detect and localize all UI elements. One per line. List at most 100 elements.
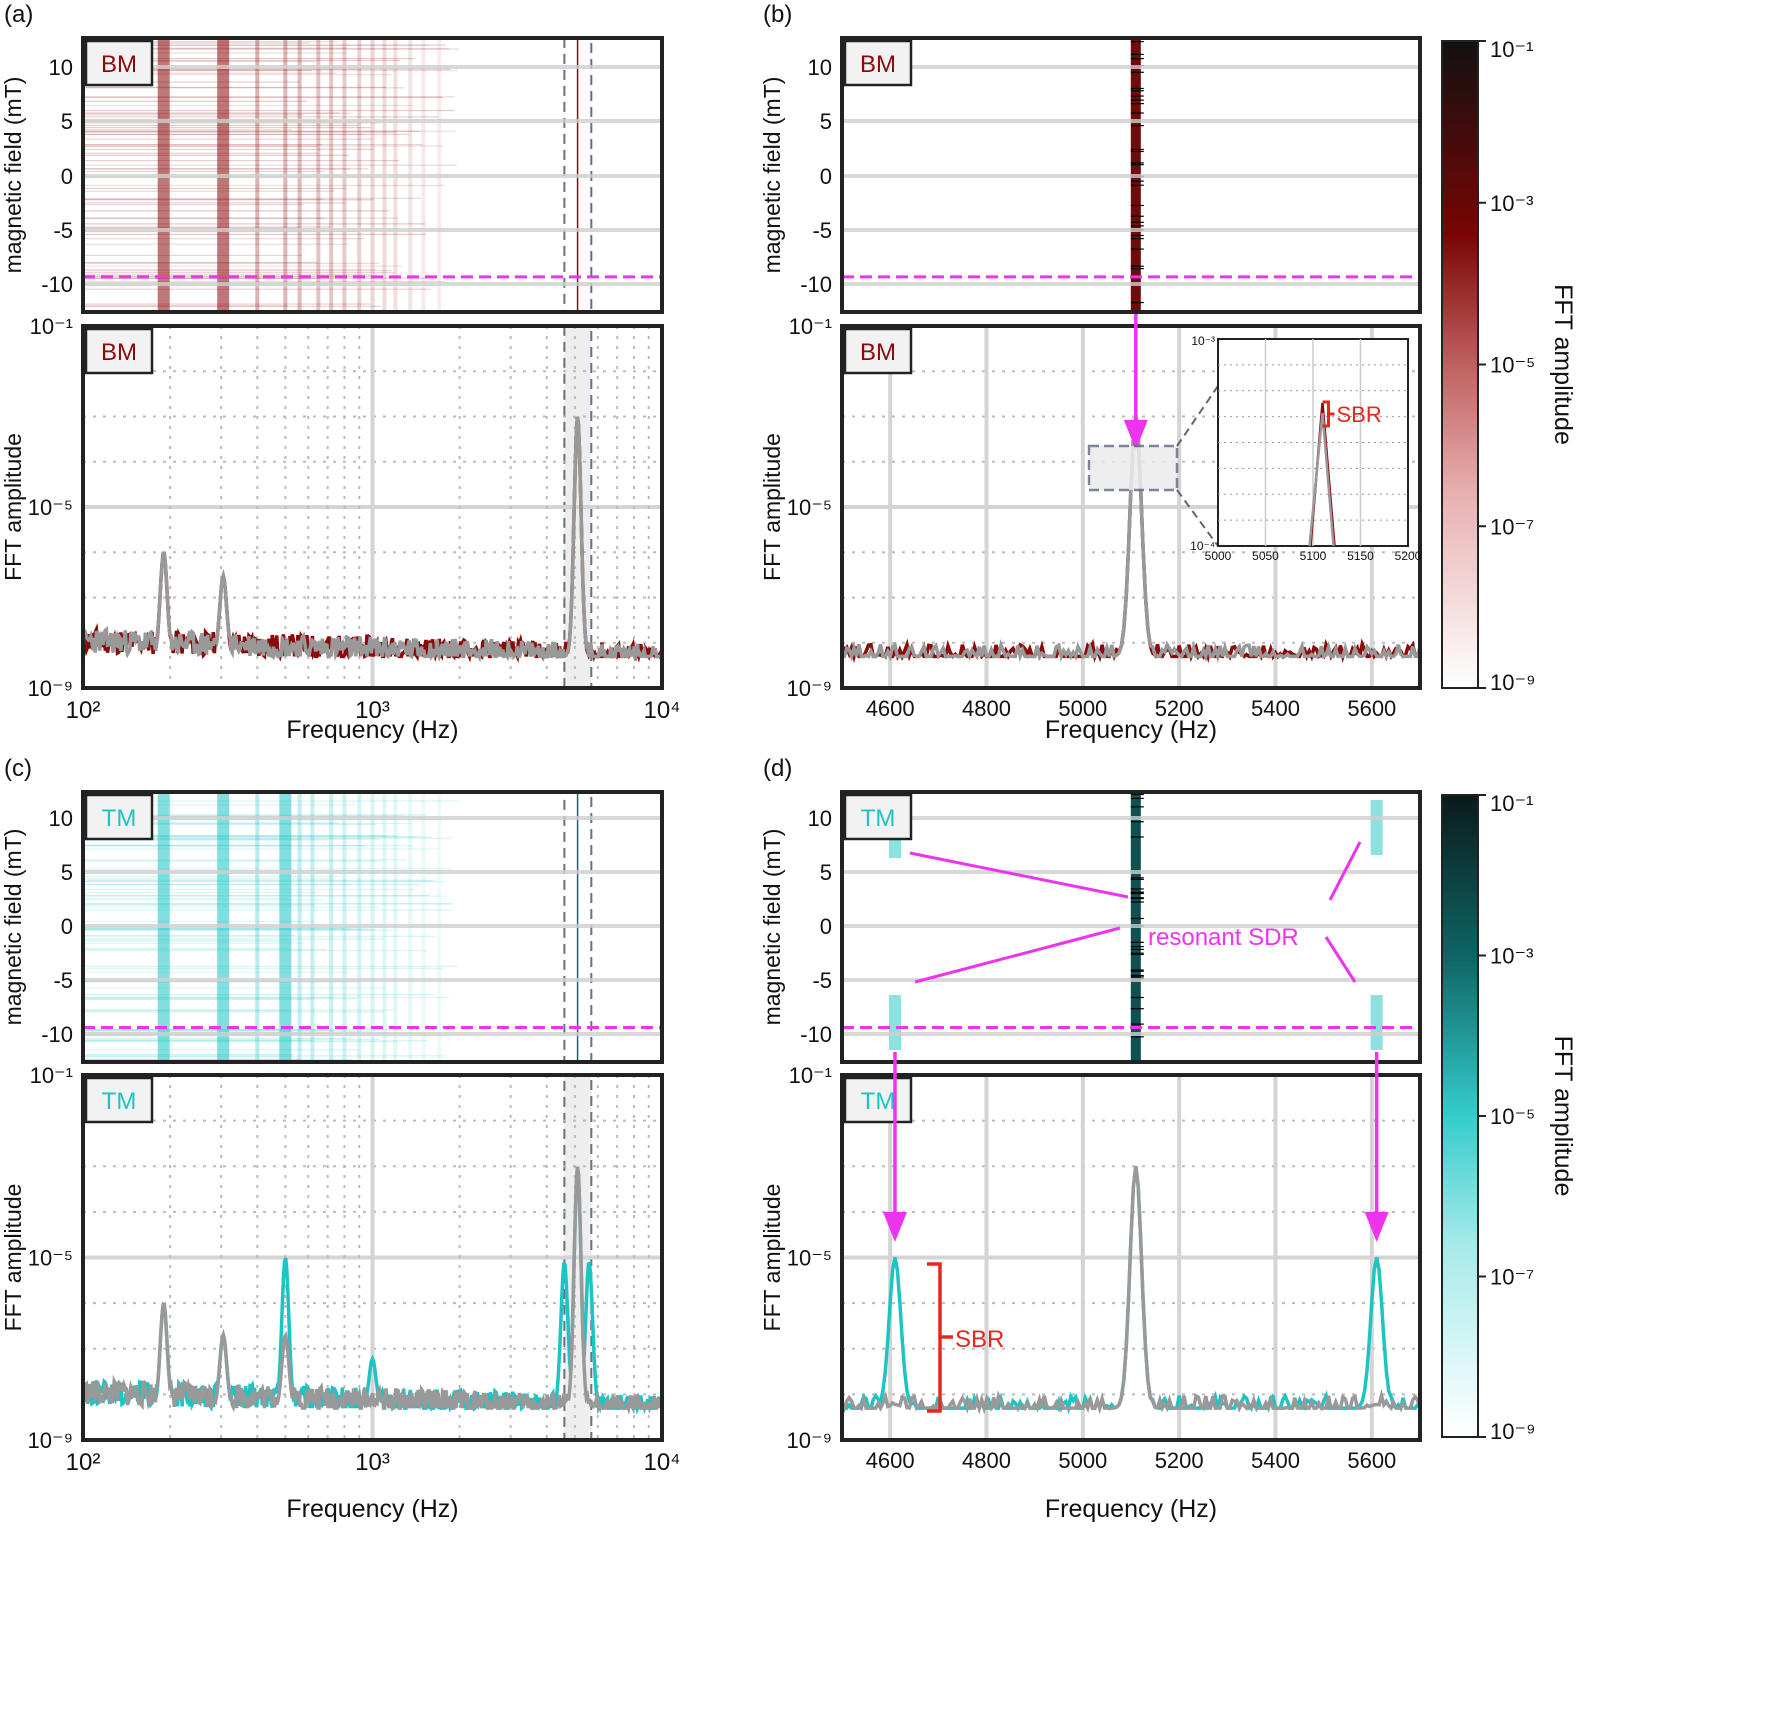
- spectrum-y-tick: 10⁻⁵: [28, 1246, 73, 1271]
- map-frame: [840, 36, 1422, 314]
- map-y-tick: -5: [812, 968, 832, 993]
- spectrum-y-axis-label: FFT amplitude: [0, 1184, 26, 1332]
- sdr-pointer-line: [1328, 841, 1362, 901]
- spectrum-badge-label: BM: [101, 339, 137, 366]
- map-badge-label: TM: [102, 805, 137, 832]
- spectrum-frame: [840, 324, 1422, 690]
- colorbar: 10⁻¹ 10⁻³ 10⁻⁵ 10⁻⁷ 10⁻⁹ FFT amplitude: [1441, 37, 1577, 695]
- spectrum-x-tick: 5400: [1251, 1448, 1300, 1473]
- colorbar-bar: [1441, 794, 1479, 1438]
- inset-y-tick: 10⁻⁴: [1190, 539, 1215, 553]
- zoom-connector: [1176, 489, 1219, 547]
- map-y-tick: -5: [53, 218, 73, 243]
- spectrum-badge: [843, 1076, 913, 1124]
- spectrum-y-tick: 10⁻⁹: [27, 1428, 73, 1453]
- panel-label: (c): [4, 755, 32, 782]
- spectrum-badge-label: BM: [860, 339, 896, 366]
- inset-x-tick: 5000: [1205, 549, 1232, 563]
- map-badge-label: BM: [860, 51, 896, 78]
- panel-label: (d): [763, 755, 792, 782]
- field-map: 10 5 0 -5 -10 magnetic field (mT) BM: [0, 36, 664, 314]
- colorbar-tick-label: 10⁻⁷: [1490, 514, 1534, 539]
- spectrum-y-axis-label: FFT amplitude: [759, 1184, 785, 1332]
- colorbar-tick-label: 10⁻⁵: [1490, 353, 1535, 378]
- arrow-head: [1123, 420, 1148, 450]
- spectrum-x-tick: 10²: [66, 1449, 101, 1476]
- colorbar-tick-label: 10⁻⁵: [1490, 1104, 1535, 1129]
- sbr-label: SBR: [955, 1326, 1004, 1353]
- map-badge: [84, 793, 154, 841]
- spectrum-frame: [81, 1073, 664, 1442]
- map-frame: [81, 36, 664, 314]
- panel-b-annotations: 5000 5050 5100 5150 5200 10⁻³ 10⁻⁴ SBR: [1087, 314, 1422, 563]
- spectrum-x-axis-label: Frequency (Hz): [286, 1495, 458, 1523]
- spectrum-x-tick: 5200: [1155, 696, 1204, 721]
- spectrum-x-axis-label: Frequency (Hz): [286, 716, 458, 744]
- spectrum-badge: [843, 327, 913, 375]
- map-y-tick: 10: [808, 55, 832, 80]
- spectrum-x-tick: 5200: [1155, 1448, 1204, 1473]
- spectrum-plot: TM 10⁻¹ 10⁻⁵ 10⁻⁹ FFT amplitude 4600 4800 5000 5…: [759, 1063, 1422, 1523]
- spectrum-x-tick: 4800: [962, 696, 1011, 721]
- sdr-resonance-blob: [1370, 995, 1383, 1050]
- spectrum-badge: [84, 1076, 154, 1124]
- colorbar: 10⁻¹ 10⁻³ 10⁻⁵ 10⁻⁷ 10⁻⁹ FFT amplitude: [1441, 791, 1577, 1444]
- spectrum-frame: [840, 1073, 1422, 1442]
- sdr-pointer-line: [914, 926, 1121, 984]
- colorbar-tick-label: 10⁻⁷: [1490, 1265, 1534, 1290]
- map-badge-label: TM: [861, 805, 896, 832]
- spectrum-y-tick: 10⁻⁹: [786, 676, 832, 701]
- map-badge: [843, 793, 913, 841]
- spectrum-frame: [81, 324, 664, 690]
- spectrum-badge-label: TM: [861, 1088, 896, 1115]
- map-y-tick: 10: [49, 55, 73, 80]
- spectrum-y-tick: 10⁻⁹: [786, 1428, 832, 1453]
- panel-d-annotations: resonant SDR SBR: [882, 841, 1389, 1413]
- map-y-tick: 5: [61, 109, 73, 134]
- spectrum-x-axis-label: Frequency (Hz): [1045, 1495, 1217, 1523]
- spectrum-x-tick: 4800: [962, 1448, 1011, 1473]
- spectrum-x-tick: 5000: [1058, 696, 1107, 721]
- map-y-tick: -10: [800, 272, 832, 297]
- spectrum-y-tick: 10⁻⁵: [787, 1246, 832, 1271]
- inset-y-tick: 10⁻³: [1191, 334, 1215, 348]
- map-y-tick: -5: [812, 218, 832, 243]
- sdr-resonance-blob: [1370, 800, 1383, 855]
- map-y-tick: 0: [820, 914, 832, 939]
- sdr-pointer-line: [1324, 936, 1357, 983]
- field-map: 10 5 0 -5 -10 magnetic field (mT) BM: [759, 36, 1422, 314]
- panel-label: (a): [4, 1, 33, 28]
- arrow-head: [1364, 1212, 1389, 1242]
- resonant-sdr-label: resonant SDR: [1148, 924, 1299, 951]
- colorbar-tick-label: 10⁻⁹: [1490, 1419, 1536, 1444]
- spectrum-x-tick: 10²: [66, 697, 101, 724]
- map-y-axis-label: magnetic field (mT): [759, 77, 785, 274]
- map-y-tick: 0: [61, 164, 73, 189]
- panel-label: (b): [763, 1, 792, 28]
- zoom-box: [1087, 444, 1179, 492]
- map-y-tick: 5: [820, 109, 832, 134]
- map-badge: [843, 39, 913, 87]
- map-y-axis-label: magnetic field (mT): [0, 77, 26, 274]
- map-y-tick: 0: [61, 914, 73, 939]
- sdr-resonance-blob: [888, 995, 901, 1050]
- spectrum-x-tick: 10³: [355, 697, 390, 724]
- spectrum-plot: TM 10⁻¹ 10⁻⁵ 10⁻⁹ FFT amplitude 10² 10³ 10⁴ Freq…: [0, 1063, 681, 1523]
- spectrum-x-tick: 5400: [1251, 696, 1300, 721]
- spectrum-y-axis-label: FFT amplitude: [0, 433, 26, 581]
- spectrum-y-tick: 10⁻¹: [789, 1063, 832, 1088]
- map-badge: [84, 39, 154, 87]
- map-badge-label: BM: [101, 51, 137, 78]
- series-reference: [81, 1166, 664, 1415]
- inset-x-tick: 5200: [1395, 549, 1422, 563]
- spectrum-x-tick: 5000: [1058, 1448, 1107, 1473]
- inset-x-tick: 5050: [1252, 549, 1279, 563]
- spectrum-y-tick: 10⁻⁹: [27, 676, 73, 701]
- spectrum-x-tick: 5600: [1347, 1448, 1396, 1473]
- spectrum-y-axis-label: FFT amplitude: [759, 433, 785, 581]
- map-frame: [81, 790, 664, 1064]
